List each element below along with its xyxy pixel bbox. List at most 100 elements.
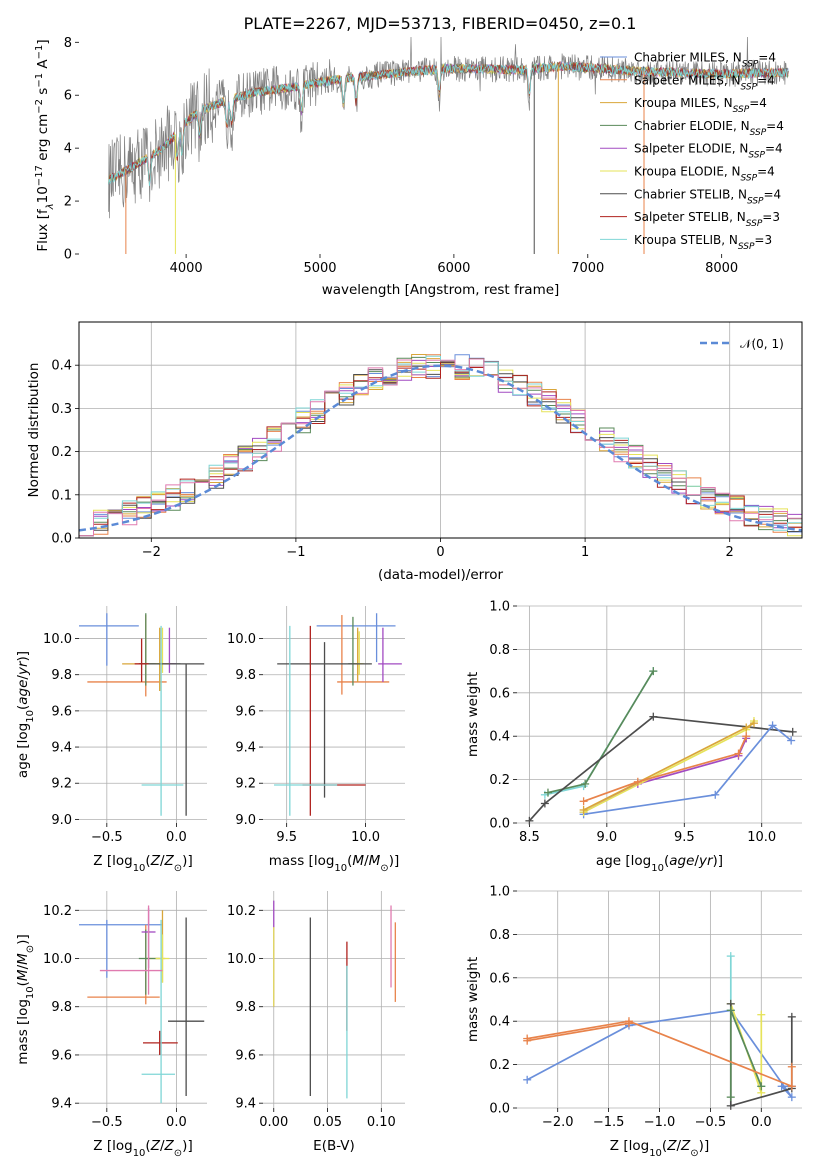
errorbar-point-salpeter_elodie [378,627,402,682]
y-tick-label: 9.0 [235,813,256,828]
errorbar-point-kroupa_stelib [141,919,175,1104]
weight-line-salpeter_miles [527,1022,630,1042]
x-tick-label: 10.0 [351,830,380,845]
y-axis-label: Flux [fλ10−17 erg cm−2 s−1 A−1] [34,39,56,251]
x-tick-label: 2 [726,545,734,560]
y-tick-label: 9.4 [51,1097,72,1112]
weight-marker [579,805,588,814]
mass-vs-ebv-panel: 0.00 0.05 0.10 9.4 9.6 9.8 10.0 10.2 E(B-V) [227,891,405,1154]
legend-label: Kroupa STELIB, NSSP=3 [634,233,772,252]
weight-vs-metallicity-panel: −2.0 −1.5 −1.0 −0.5 0.0 0.0 0.2 0.4 0.6 0.8 1.0 Z [… [465,885,802,1159]
weight-marker [757,1010,766,1019]
y-tick-label: 0.1 [51,488,72,503]
weight-marker [787,1093,796,1102]
y-tick-label: 8 [64,36,72,51]
weight-marker [649,712,658,721]
y-tick-label: 0.4 [489,730,510,745]
y-tick-label: 9.8 [51,668,72,683]
x-tick-label: 0.00 [259,1115,288,1130]
y-tick-label: 0.8 [489,643,510,658]
weight-marker [726,1093,735,1102]
normal-distribution-curve [78,364,803,532]
x-tick-label: 8000 [705,261,738,276]
y-tick-label: 0.2 [489,773,510,788]
x-tick-label: −0.5 [91,1115,123,1130]
legend-label: Salpeter ELODIE, NSSP=4 [634,142,783,161]
x-tick-label: 9.0 [596,830,617,845]
errorbar-point-chabrier_miles [316,613,396,663]
spectrum-legend: Chabrier MILES, NSSP=4 Salpeter MILES, NS… [600,51,784,252]
y-tick-label: 0.0 [489,1102,510,1117]
y-tick-label: 0.6 [489,686,510,701]
y-tick-label: 0.2 [51,445,72,460]
weight-marker [523,1036,532,1045]
x-axis-label: Z [log10(Z/Z⊙)] [610,1138,709,1159]
weight-marker [624,1019,633,1028]
y-tick-label: 0.3 [51,402,72,417]
x-axis-label: Z [log10(Z/Z⊙)] [93,1138,192,1159]
y-tick-label: 2 [64,195,72,210]
y-axis-label: Normed distribution [26,363,42,498]
weight-marker [749,719,758,728]
weight-line-salpeter_miles [527,1020,793,1088]
x-axis-label: (data-model)/error [378,567,504,583]
errorbar-point-chabrier_miles [79,613,139,666]
x-tick-label: 0.0 [166,830,187,845]
y-tick-label: 0.2 [489,1058,510,1073]
x-axis-label: Z [log10(Z/Z⊙)] [93,853,192,874]
weight-marker [726,1101,735,1110]
legend-label: Kroupa ELODIE, NSSP=4 [634,165,775,184]
age-vs-metallicity-panel: −0.5 0.0 9.0 9.2 9.4 9.6 9.8 10.0 Z [log10(Z/Z⊙)… [15,606,207,874]
observed-spectrum-line [108,36,789,219]
y-tick-label: 0.4 [489,1015,510,1030]
weight-marker [787,1062,796,1071]
x-tick-label: −1.5 [593,1115,625,1130]
weight-marker [525,816,534,825]
weight-marker [523,1075,532,1084]
x-axis-label: age [log10(age/yr)] [596,853,723,874]
weight-marker [734,749,743,758]
weight-marker [633,777,642,786]
weight-vs-age-panel: 8.5 9.0 9.5 10.0 0.0 0.2 0.4 0.6 0.8 1.0 age [log1… [465,600,802,874]
x-axis-label: wavelength [Angstrom, rest frame] [322,282,560,298]
x-tick-label: −2 [142,545,161,560]
errorbar-point-salpeter_stelib [134,638,149,682]
y-tick-label: 9.6 [51,1048,72,1063]
y-tick-label: 6 [64,89,72,104]
x-tick-label: 7000 [571,261,604,276]
y-axis-label: mass weight [465,672,481,757]
weight-marker [787,1082,796,1091]
y-tick-label: 10.0 [43,952,72,967]
y-tick-label: 9.4 [235,1097,256,1112]
y-axis-label: mass [log10(M/M⊙)] [15,934,36,1065]
weight-marker [768,721,777,730]
figure-title: PLATE=2267, MJD=53713, FIBERID=0450, z=0… [244,14,637,33]
legend-label: Chabrier STELIB, NSSP=4 [634,187,781,206]
x-tick-label: 0.10 [367,1115,396,1130]
y-tick-label: 1.0 [489,600,510,615]
y-tick-label: 10.2 [227,904,256,919]
x-tick-label: 6000 [437,261,470,276]
legend-label: Chabrier ELODIE, NSSP=4 [634,119,784,138]
x-tick-label: −1.0 [644,1115,676,1130]
x-tick-label: −1 [286,545,305,560]
weight-line-chabrier_miles [583,724,792,816]
y-tick-label: 9.6 [235,1048,256,1063]
weight-marker [777,1082,786,1091]
legend-label: Kroupa MILES, NSSP=4 [634,96,767,115]
y-tick-label: 9.0 [51,813,72,828]
weight-marker [787,736,796,745]
y-tick-label: 1.0 [489,885,510,900]
weight-marker [543,788,552,797]
y-tick-label: 9.8 [235,1000,256,1015]
weight-marker [757,1082,766,1091]
weight-marker [788,727,797,736]
weight-marker [649,667,658,676]
residuals-histogram-panel: −2 −1 0 1 2 0.0 0.1 0.2 0.3 0.4 (data-model)/error… [26,321,803,583]
y-tick-label: 0.0 [51,532,72,547]
weight-line-chabrier_stelib [528,715,793,822]
y-tick-label: 0.8 [489,928,510,943]
x-tick-label: 0.0 [166,1115,187,1130]
y-tick-label: 10.0 [227,952,256,967]
errorbar-point-kroupa_stelib [274,625,338,816]
